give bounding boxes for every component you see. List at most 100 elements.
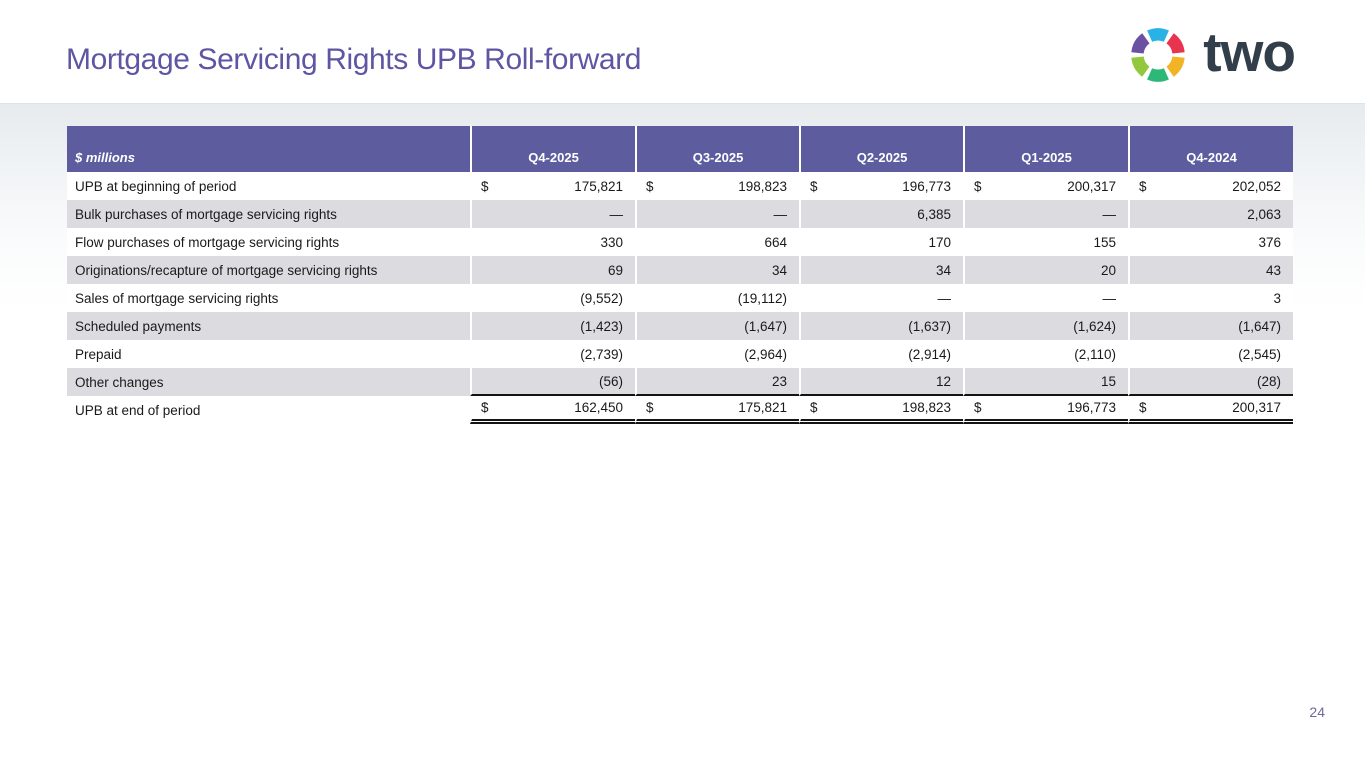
column-header-q4-2024: Q4-2024 — [1128, 126, 1293, 172]
logo-segment-red — [1166, 33, 1185, 54]
logo-segment-lime — [1131, 56, 1151, 77]
cell-value: 175,821 — [574, 178, 623, 194]
currency-symbol: $ — [1139, 178, 1147, 194]
value-cell: $196,773 — [963, 396, 1128, 424]
value-cell: $175,821 — [635, 396, 799, 424]
cell-value: 196,773 — [1067, 400, 1116, 415]
table-row: UPB at end of period $162,450 $175,821 $198… — [67, 396, 1293, 424]
cell-value: (1,647) — [1238, 318, 1281, 334]
value-cell: — — [799, 284, 963, 312]
logo-segment-yellow — [1166, 56, 1185, 77]
value-cell: (1,647) — [1128, 312, 1293, 340]
value-cell: — — [635, 200, 799, 228]
logo-segment-purple — [1131, 33, 1151, 54]
page-number: 24 — [1309, 704, 1325, 720]
value-cell: 6,385 — [799, 200, 963, 228]
cell-value: 376 — [1258, 234, 1281, 250]
cell-value: (2,914) — [908, 346, 951, 362]
column-header-q3-2025: Q3-2025 — [635, 126, 799, 172]
cell-value: 69 — [607, 262, 623, 278]
cell-value: 6,385 — [917, 206, 951, 222]
cell-value: 330 — [600, 234, 623, 250]
logo-segment-green — [1147, 68, 1170, 82]
column-header-q1-2025: Q1-2025 — [963, 126, 1128, 172]
value-cell: $196,773 — [799, 172, 963, 200]
currency-symbol: $ — [481, 178, 489, 194]
cell-value: 23 — [771, 373, 787, 389]
value-cell: 69 — [470, 256, 635, 284]
cell-value: 34 — [935, 262, 951, 278]
cell-value: (2,545) — [1238, 346, 1281, 362]
row-label: Originations/recapture of mortgage servi… — [67, 256, 470, 284]
value-cell: (19,112) — [635, 284, 799, 312]
value-cell: 20 — [963, 256, 1128, 284]
table-header-row: $ millions Q4-2025 Q3-2025 Q2-2025 Q1-2025 Q… — [67, 126, 1293, 172]
table-row: Prepaid (2,739) (2,964) (2,914) (2,110) (2,54… — [67, 340, 1293, 368]
cell-value: 175,821 — [738, 400, 787, 415]
cell-value: — — [1102, 290, 1117, 306]
row-label: Other changes — [67, 368, 470, 396]
table-row: Originations/recapture of mortgage servi… — [67, 256, 1293, 284]
currency-symbol: $ — [646, 400, 654, 415]
cell-value: (56) — [598, 373, 623, 389]
value-cell: (2,545) — [1128, 340, 1293, 368]
cell-value: (2,739) — [580, 346, 623, 362]
logo-segment-cyan — [1147, 28, 1170, 42]
value-cell: $202,052 — [1128, 172, 1293, 200]
cell-value: 200,317 — [1067, 178, 1116, 194]
cell-value: 2,063 — [1247, 206, 1281, 222]
row-label: Bulk purchases of mortgage servicing rig… — [67, 200, 470, 228]
value-cell: (1,624) — [963, 312, 1128, 340]
cell-value: 15 — [1100, 373, 1116, 389]
table-row: Bulk purchases of mortgage servicing rig… — [67, 200, 1293, 228]
row-label: UPB at beginning of period — [67, 172, 470, 200]
cell-value: — — [937, 290, 952, 306]
value-cell: — — [470, 200, 635, 228]
two-pinwheel-logo-icon — [1131, 28, 1185, 82]
value-cell: (1,647) — [635, 312, 799, 340]
currency-symbol: $ — [810, 400, 818, 415]
currency-symbol: $ — [974, 178, 982, 194]
value-cell: $175,821 — [470, 172, 635, 200]
msr-upb-rollforward-table: $ millions Q4-2025 Q3-2025 Q2-2025 Q1-2025 Q… — [67, 126, 1293, 424]
value-cell: 330 — [470, 228, 635, 256]
value-cell: 376 — [1128, 228, 1293, 256]
cell-value: (2,964) — [744, 346, 787, 362]
value-cell: 34 — [635, 256, 799, 284]
table-row: Flow purchases of mortgage servicing rig… — [67, 228, 1293, 256]
cell-value: 200,317 — [1232, 400, 1281, 415]
cell-value: (19,112) — [737, 290, 787, 306]
currency-symbol: $ — [481, 400, 489, 415]
table-row: UPB at beginning of period $175,821 $198,8… — [67, 172, 1293, 200]
table-row: Scheduled payments (1,423) (1,647) (1,637) (… — [67, 312, 1293, 340]
table-row: Sales of mortgage servicing rights (9,552… — [67, 284, 1293, 312]
value-cell: 15 — [963, 368, 1128, 396]
value-cell: 664 — [635, 228, 799, 256]
value-cell: (2,964) — [635, 340, 799, 368]
row-label: UPB at end of period — [67, 396, 470, 424]
currency-symbol: $ — [810, 178, 818, 194]
cell-value: (2,110) — [1074, 346, 1116, 362]
column-header-q2-2025: Q2-2025 — [799, 126, 963, 172]
cell-value: (1,423) — [580, 318, 623, 334]
value-cell: $198,823 — [799, 396, 963, 424]
value-cell: $200,317 — [963, 172, 1128, 200]
cell-value: 170 — [928, 234, 951, 250]
cell-value: — — [1102, 206, 1117, 222]
cell-value: 162,450 — [574, 400, 623, 415]
value-cell: 34 — [799, 256, 963, 284]
cell-value: 198,823 — [902, 400, 951, 415]
currency-symbol: $ — [1139, 400, 1147, 415]
value-cell: (2,739) — [470, 340, 635, 368]
cell-value: — — [609, 206, 624, 222]
cell-value: 12 — [935, 373, 951, 389]
logo-wordmark: two — [1203, 20, 1296, 83]
cell-value: (1,624) — [1073, 318, 1116, 334]
cell-value: (28) — [1256, 373, 1281, 389]
cell-value: 155 — [1093, 234, 1116, 250]
unit-label: $ millions — [67, 126, 470, 172]
cell-value: 34 — [771, 262, 787, 278]
value-cell: 12 — [799, 368, 963, 396]
value-cell: 155 — [963, 228, 1128, 256]
value-cell: 170 — [799, 228, 963, 256]
